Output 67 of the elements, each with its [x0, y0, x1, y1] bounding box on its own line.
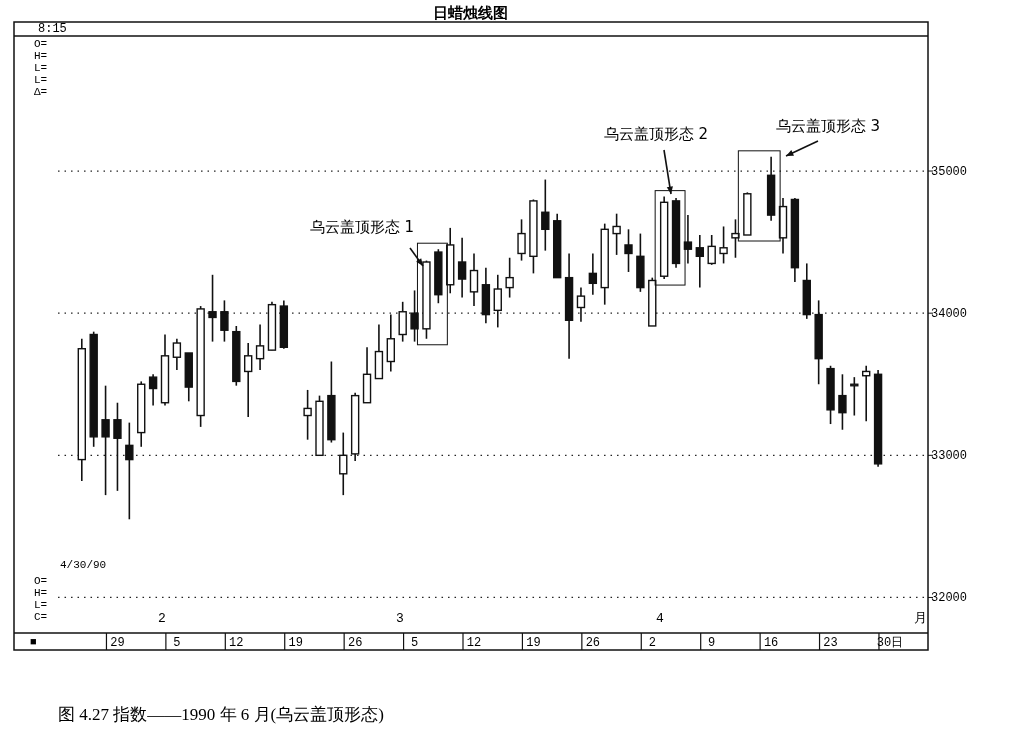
candlestick — [588, 252, 598, 296]
x-tick-label: 9 — [708, 636, 716, 650]
text: 8:15 — [38, 22, 67, 36]
x-tick-label: 5 — [410, 636, 419, 650]
x-tick-label: 19 — [288, 636, 303, 650]
text: ■ — [30, 636, 37, 648]
candlestick — [125, 421, 134, 521]
x-tick-label: 29 — [110, 636, 125, 650]
candlestick — [303, 389, 312, 441]
text: L= — [34, 74, 48, 86]
candlestick — [695, 234, 705, 289]
text: O= — [34, 38, 48, 50]
text: L= — [34, 599, 48, 611]
candlestick — [457, 237, 467, 299]
text: 月 — [913, 610, 927, 625]
chart-title: 日蜡烛线图 — [432, 4, 508, 22]
candlestick — [517, 218, 526, 262]
annotation: 乌云盖顶形态 1 — [309, 218, 415, 236]
x-tick-label: 23 — [823, 636, 838, 650]
y-tick-label: 33000 — [931, 449, 968, 464]
candlestick — [208, 274, 217, 343]
candlestick — [172, 337, 182, 371]
text: L= — [34, 62, 48, 74]
candlestick — [838, 373, 847, 431]
candlestick — [469, 252, 479, 307]
candlestick — [731, 218, 740, 259]
text: C= — [34, 611, 48, 623]
candlestick — [719, 225, 728, 265]
annotation: 3 — [396, 611, 404, 626]
candlestick — [576, 286, 586, 323]
annotation: 乌云盖顶形态 2 — [603, 125, 709, 143]
candlestick — [255, 323, 265, 371]
candlestick — [493, 274, 502, 329]
candlestick — [398, 301, 407, 343]
annotation: 2 — [158, 611, 166, 626]
candlestick — [505, 256, 514, 299]
text: Δ= — [34, 86, 48, 98]
annotation: 乌云盖顶形态 3 — [775, 117, 881, 135]
candlestick — [148, 373, 158, 407]
candlestick — [243, 342, 253, 418]
text: H= — [34, 50, 48, 62]
y-tick-label: 35000 — [931, 165, 968, 180]
candlestick — [624, 228, 633, 273]
y-tick-label: 32000 — [931, 591, 968, 606]
x-tick-label: 12 — [229, 636, 244, 650]
x-tick-label: 26 — [347, 636, 363, 650]
x-tick-label: 19 — [526, 636, 541, 650]
x-tick-label: 16 — [763, 636, 779, 650]
candlestick — [113, 401, 122, 492]
x-tick-label: 2 — [648, 636, 656, 650]
candlestick — [410, 289, 419, 343]
candlestick — [339, 431, 348, 496]
candlestick — [386, 313, 396, 373]
annotation: 4/30/90 — [60, 559, 107, 571]
caption: 图 4.27 指数——1990 年 6 月(乌云盖顶形态) — [58, 705, 384, 724]
candlestick — [220, 299, 229, 343]
x-tick-label: 5 — [173, 636, 181, 650]
text: H= — [34, 587, 48, 599]
y-tick-label: 34000 — [931, 307, 968, 322]
annotation: 4 — [656, 611, 665, 626]
candlestick — [541, 178, 550, 252]
candlestick — [101, 384, 110, 496]
candlestick — [612, 212, 621, 256]
candlestick — [707, 234, 716, 266]
x-tick-label: 26 — [585, 636, 601, 650]
x-tick-label: 12 — [466, 636, 482, 650]
text: O= — [34, 575, 48, 587]
